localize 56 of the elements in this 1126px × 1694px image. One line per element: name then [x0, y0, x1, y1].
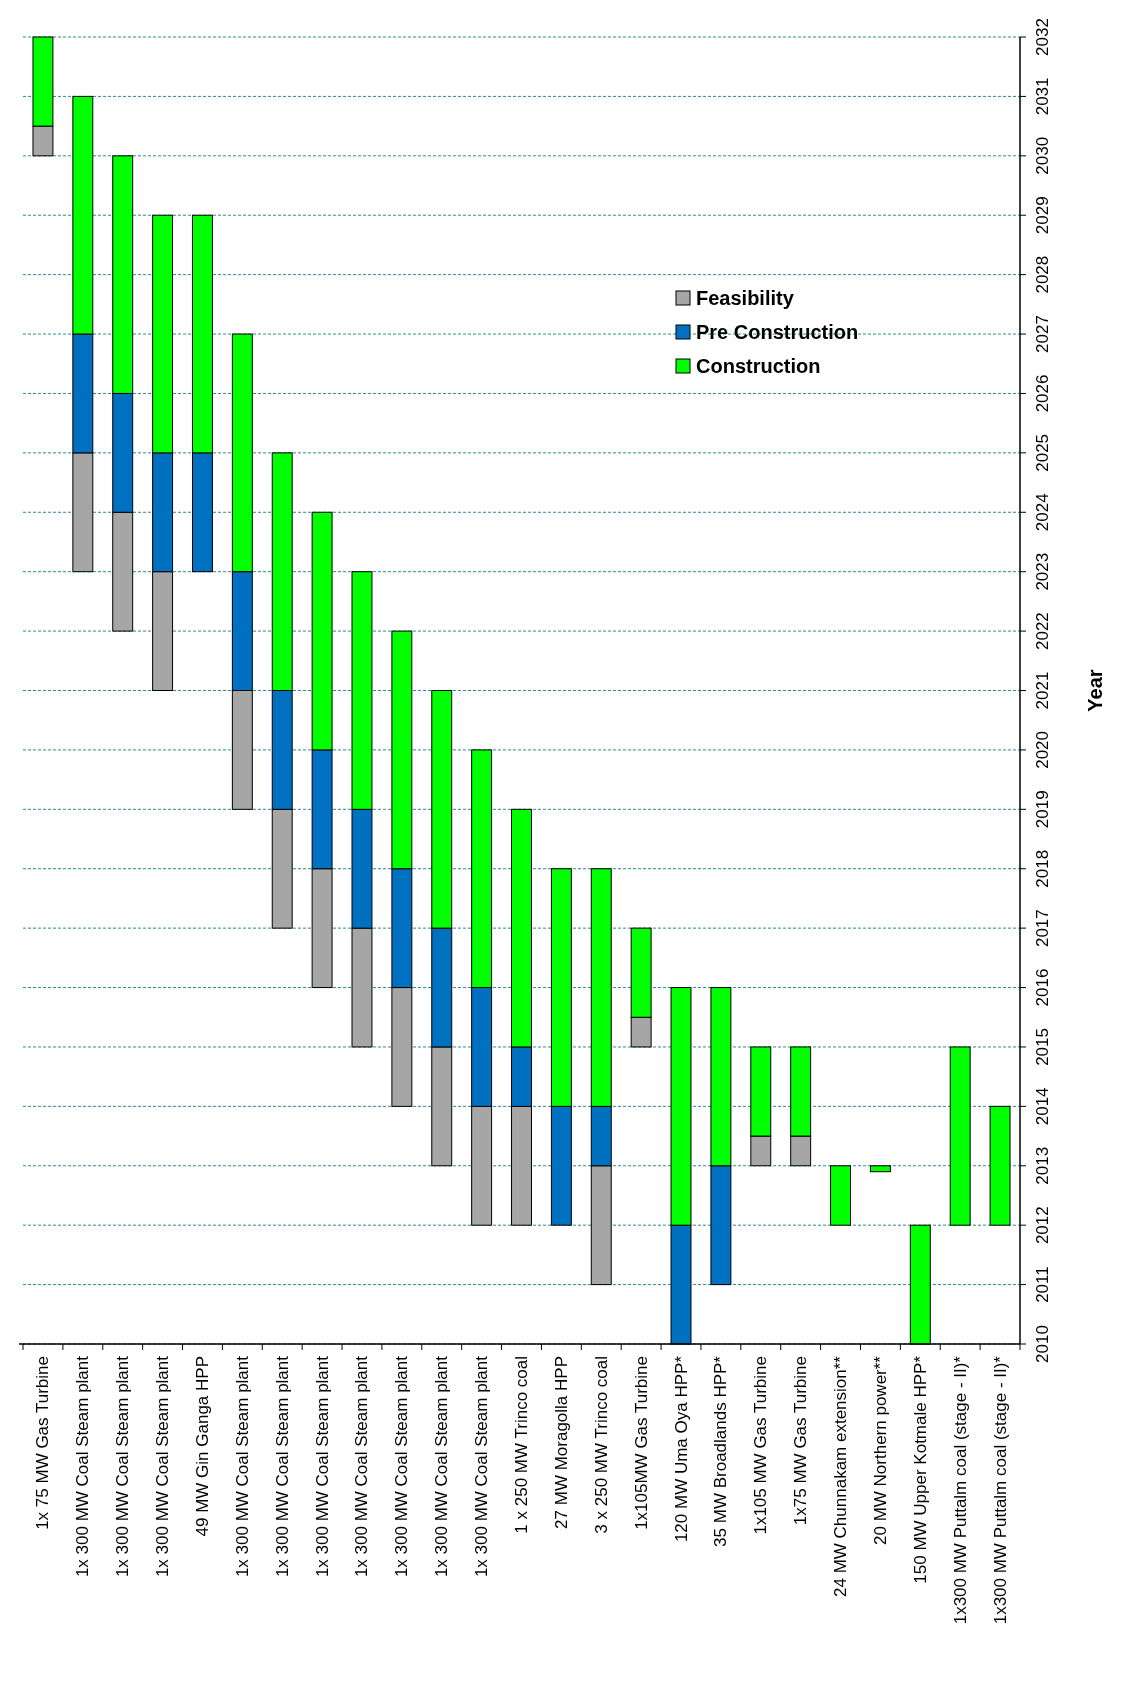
- x-tick-label: 1x 75 MW Gas Turbine: [33, 1356, 53, 1530]
- x-tick-label: 1x 300 MW Coal Steam plant: [472, 1355, 492, 1578]
- x-tick-label: 1x 300 MW Coal Steam plant: [232, 1355, 252, 1578]
- x-tick-label: 27 MW Moragolla HPP: [551, 1356, 571, 1529]
- y-tick-label: 2018: [1032, 849, 1052, 888]
- x-tick-label: 1 x 250 MW Trinco coal: [512, 1356, 531, 1534]
- y-tick-label: 2031: [1032, 77, 1052, 116]
- x-tick-label: 1x75 MW Gas Turbine: [791, 1356, 811, 1526]
- y-tick-label: 2017: [1032, 909, 1052, 948]
- x-tick-label: 1x300 MW Puttalm coal (stage - II)*: [990, 1355, 1010, 1625]
- x-tick-label: 1x 300 MW Coal Steam plant: [272, 1355, 292, 1578]
- y-tick-label: 2032: [1032, 18, 1052, 56]
- x-tick-label: 1x105MW Gas Turbine: [631, 1356, 651, 1530]
- bar: [949, 1046, 971, 1226]
- y-tick-label: 2028: [1032, 255, 1052, 294]
- y-axis-title: Year: [1084, 669, 1106, 712]
- x-tick-label: 3 x 250 MW Trinco coal: [591, 1356, 611, 1534]
- y-tick-label: 2022: [1032, 612, 1052, 650]
- y-tick-label: 2011: [1032, 1266, 1052, 1303]
- y-tick-label: 2013: [1032, 1146, 1052, 1185]
- y-tick-label: 2010: [1032, 1325, 1052, 1363]
- x-tick-label: 150 MW Upper Kotmale HPP*: [910, 1355, 930, 1584]
- y-tick-label: 2026: [1032, 374, 1052, 413]
- x-tick-label: 1x 300 MW Coal Steam plant: [153, 1355, 173, 1578]
- x-tick-label: 1x 300 MW Coal Steam plant: [113, 1355, 133, 1578]
- y-tick-label: 2015: [1032, 1028, 1052, 1066]
- y-tick-label: 2012: [1032, 1206, 1052, 1245]
- x-tick-label: 120 MW Uma Oya HPP*: [671, 1355, 691, 1543]
- y-tick-label: 2020: [1032, 731, 1052, 769]
- y-tick-label: 2027: [1032, 315, 1052, 353]
- y-tick-label: 2016: [1032, 968, 1052, 1007]
- legend-label: Construction: [696, 355, 821, 377]
- x-tick-label: 20 MW Northern power**: [870, 1355, 890, 1545]
- legend-label: Pre Construction: [696, 321, 859, 343]
- x-tick-label: 1x105 MW Gas Turbine: [751, 1356, 771, 1535]
- x-tick-label: 1x 300 MW Coal Steam plant: [392, 1355, 412, 1578]
- y-tick-label: 2021: [1032, 671, 1052, 710]
- y-tick-label: 2014: [1032, 1087, 1052, 1126]
- x-tick-label: 35 MW Broadlands HPP*: [711, 1355, 731, 1547]
- x-tick-label: 1x 300 MW Coal Steam plant: [352, 1355, 372, 1578]
- legend-label: Feasibility: [696, 287, 795, 309]
- x-tick-label: 24 MW Chunnakam extension**: [831, 1355, 851, 1597]
- y-tick-label: 2019: [1032, 790, 1052, 829]
- x-tick-label: 49 MW Gin Ganga HPP: [192, 1356, 212, 1537]
- y-tick-label: 2025: [1032, 433, 1052, 472]
- y-tick-label: 2024: [1032, 493, 1052, 532]
- x-tick-label: 1x 300 MW Coal Steam plant: [432, 1355, 452, 1578]
- y-tick-label: 2023: [1032, 552, 1052, 591]
- x-tick-label: 1x300 MW Puttalm coal (stage - II)*: [950, 1355, 970, 1625]
- y-tick-label: 2030: [1032, 136, 1052, 175]
- bar: [830, 1165, 852, 1226]
- bar: [869, 1165, 891, 1173]
- x-tick-label: 1x 300 MW Coal Steam plant: [312, 1355, 332, 1578]
- bar: [989, 1105, 1011, 1226]
- y-tick-label: 2029: [1032, 196, 1052, 235]
- x-tick-label: 1x 300 MW Coal Steam plant: [73, 1355, 93, 1578]
